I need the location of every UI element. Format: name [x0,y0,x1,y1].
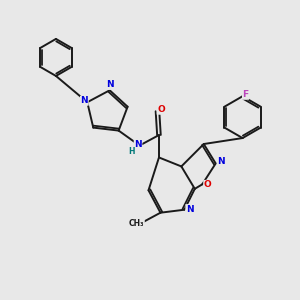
Text: N: N [80,96,88,105]
Text: H: H [128,147,134,156]
Text: N: N [186,205,194,214]
Text: N: N [106,80,113,89]
Text: N: N [134,140,142,149]
Text: O: O [204,180,212,189]
Text: O: O [157,105,165,114]
Text: F: F [242,90,249,99]
Text: CH₃: CH₃ [129,219,144,228]
Text: N: N [217,158,225,166]
